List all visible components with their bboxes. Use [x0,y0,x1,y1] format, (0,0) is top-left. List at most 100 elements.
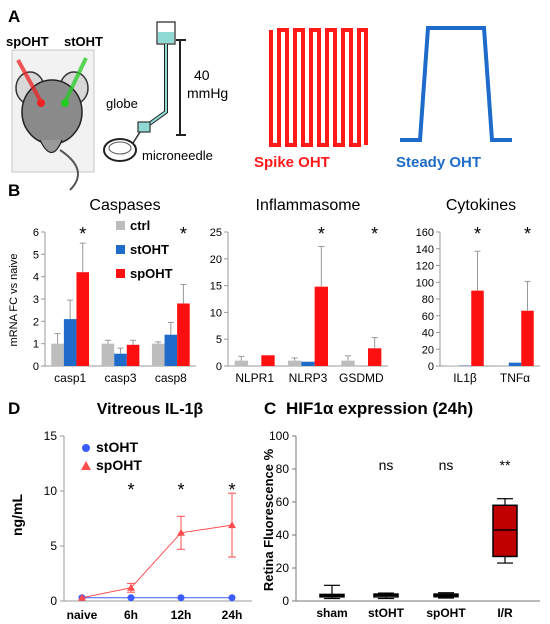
y-tick-label: 40 [422,328,434,340]
y-tick-label: 160 [416,227,434,239]
legend-swatch-stOHT [116,245,125,254]
bar-spOHT [76,272,90,366]
y-tick-label: 15 [210,281,222,293]
y-tick-label: 20 [422,344,434,356]
box-I/R [492,504,518,558]
y-tick-label: 100 [416,277,434,289]
x-tick-label: TNFα [500,371,530,385]
steady-oht-waveform [400,26,512,142]
cytokines-chart: Cytokines 0 20 40 60 80 100 120 140 160 IL1β * TNFα… [416,197,540,385]
pressure-unit: mmHg [187,85,228,101]
legend-label-ctrl: ctrl [130,218,150,233]
bar-spOHT [126,344,140,366]
significance-marker: * [524,224,531,244]
y-tick-label: 0 [50,594,57,608]
point-spOHT [177,528,185,536]
significance-marker: ns [439,457,454,473]
y-tick-label: 40 [276,528,290,542]
cytokines-title: Cytokines [446,197,516,214]
legend-label-stOHT: stOHT [130,242,169,257]
point-stOHT [127,594,135,602]
bar-ctrl [288,360,302,366]
y-tick-label: 4 [33,272,39,284]
bar-spOHT [521,310,534,366]
y-tick-label: 10 [44,484,58,498]
significance-marker: ns [379,457,394,473]
mouse-label-spOHT: spOHT [6,34,49,49]
y-tick-label: 140 [416,244,434,256]
y-tick-label: 0 [33,361,39,373]
mouse-label-stOHT: stOHT [64,34,103,49]
bar-stOHT [114,353,127,366]
x-tick-label: IL1β [453,371,477,385]
y-tick-label: 5 [33,249,39,261]
y-tick-label: 0 [216,361,222,373]
point-spOHT [78,593,86,601]
pressure-setup-diagram [103,21,186,162]
y-tick-label: 0 [282,594,289,608]
legend-marker-spOHT [81,461,91,470]
y-tick-label: 1 [33,339,39,351]
legend-label-stOHT: stOHT [96,439,138,455]
significance-marker: ** [500,457,511,473]
significance-marker: * [177,480,184,500]
hif1a-ylabel: Retina Fluorescence % [261,448,276,591]
y-tick-label: 15 [44,429,58,443]
x-tick-label: naive [67,608,98,622]
panel-b-label: B [8,181,20,200]
legend-label-spOHT: spOHT [130,266,173,281]
significance-marker: * [318,224,325,244]
x-tick-label: 6h [124,608,138,622]
spike-oht-waveform [269,28,368,147]
spike-oht-label: Spike OHT [254,154,330,171]
significance-marker: * [474,224,481,244]
y-tick-label: 5 [50,539,57,553]
hif1a-title: HIF1α expression (24h) [286,399,473,418]
y-tick-label: 10 [210,307,222,319]
bar-ctrl [234,360,248,366]
legend-marker-stOHT [82,444,90,452]
bar-spOHT [471,290,484,366]
vitreous-ylabel: ng/mL [9,494,25,536]
x-tick-label: casp1 [54,371,86,385]
x-tick-label: casp3 [104,371,136,385]
y-tick-label: 80 [422,294,434,306]
bar-ctrl [496,365,509,366]
y-tick-label: 3 [33,294,39,306]
significance-marker: * [79,224,86,244]
y-tick-label: 25 [210,227,222,239]
steady-oht-label: Steady OHT [396,154,481,171]
hif1a-chart: HIF1α expression (24h) Retina Fluorescen… [261,399,540,620]
bar-ctrl [51,343,64,366]
y-tick-label: 120 [416,261,434,273]
x-tick-label: 24h [222,608,243,622]
x-tick-label: GSDMD [339,371,384,385]
bar-stOHT [164,334,178,366]
inflammasome-chart: Inflammasome 0 5 10 15 20 25 NLPR1 NLRP3 * GSDMD * [210,197,388,385]
x-tick-label: spOHT [426,606,466,620]
significance-marker: * [228,480,235,500]
point-stOHT [228,594,236,602]
significance-marker: * [127,480,134,500]
point-spOHT [228,521,236,529]
x-tick-label: sham [316,606,347,620]
globe-label: globe [106,96,138,111]
pressure-value: 40 [194,67,210,83]
bar-spOHT [177,303,190,366]
y-tick-label: 2 [33,316,39,328]
x-tick-label: NLPR1 [235,371,274,385]
legend-swatch-ctrl [116,221,125,230]
bar-stOHT [508,362,522,366]
y-tick-label: 60 [422,311,434,323]
vitreous-title: Vitreous IL-1β [97,401,204,418]
series-line-spOHT [81,524,233,599]
significance-marker: * [371,224,378,244]
panel-c-label: C [264,399,276,418]
significance-marker: * [180,224,187,244]
y-tick-label: 6 [33,227,39,239]
y-tick-label: 0 [428,361,434,373]
x-tick-label: NLRP3 [289,371,328,385]
x-tick-label: I/R [497,606,513,620]
vitreous-il1b-chart: Vitreous IL-1β ng/mL 0 5 10 15 naive 6h * 12h * 2… [9,401,252,622]
